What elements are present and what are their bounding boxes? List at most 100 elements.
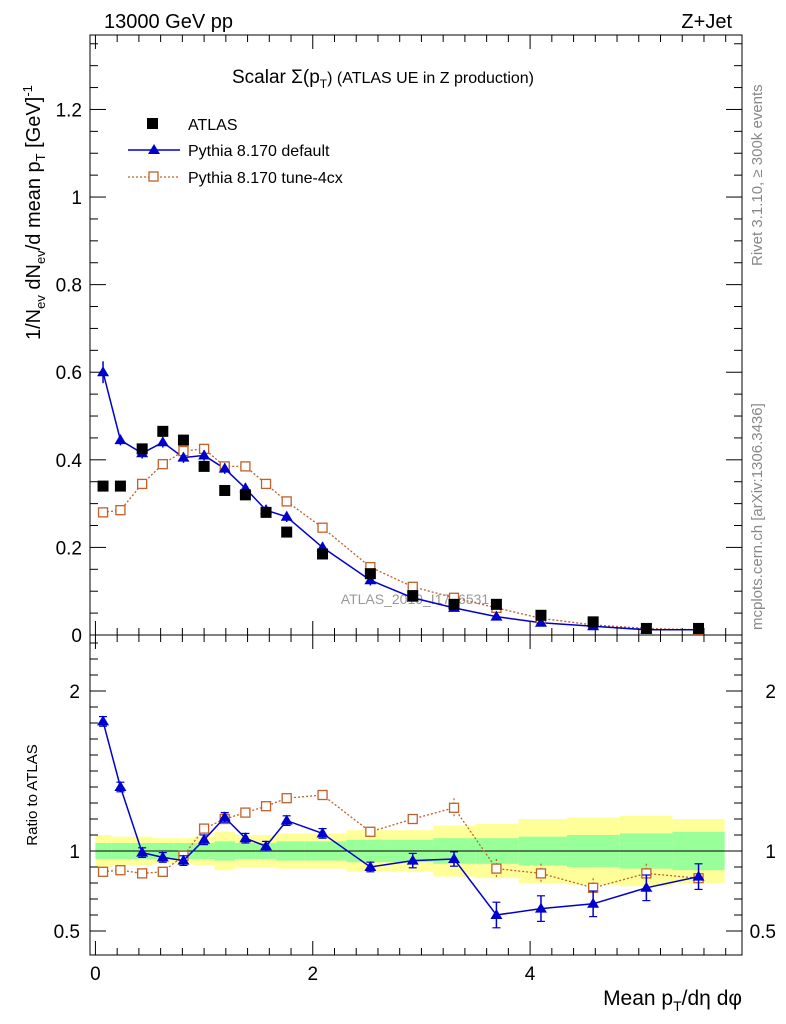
default-point	[156, 436, 169, 447]
ratio-tune4cx-point	[491, 863, 502, 874]
y-tick-label: 0	[71, 626, 82, 647]
legend-tune4cx-label: Pythia 8.170 tune-4cx	[188, 170, 343, 187]
atlas-point	[198, 460, 210, 472]
atlas-point	[490, 598, 502, 610]
axis-ticks: 0 2 4 0 0.2 0.4 0.6 0.8 1 1.2 0.5 0.5 1 1 2 2	[54, 35, 776, 985]
y-tick-label: 0.2	[56, 538, 82, 559]
ratio-plot-frame	[89, 634, 743, 956]
tune4cx-point	[281, 496, 292, 507]
ratio-tune4cx-point	[535, 868, 547, 879]
atlas-point	[219, 484, 231, 496]
default-point	[364, 574, 377, 585]
atlas-point	[587, 616, 599, 628]
atlas-point	[260, 506, 272, 518]
atlas-point	[693, 622, 705, 634]
y-tick-label: 0.4	[56, 451, 83, 472]
ratio-tune4cx-point	[281, 793, 292, 804]
ratio-default-point	[114, 781, 127, 791]
rivet-version-label: Rivet 3.1.10, ≥ 300k events	[749, 84, 766, 266]
atlas-point	[239, 489, 251, 501]
legend: ATLAS Pythia 8.170 default Pythia 8.170 …	[128, 117, 343, 187]
atlas-point	[640, 622, 652, 634]
ratio-default-point	[156, 851, 169, 862]
y-tick-label: 0.8	[56, 276, 82, 297]
tune4cx-point	[97, 507, 109, 518]
ratio-y-axis-label: Ratio to ATLAS	[24, 744, 41, 845]
default-point	[490, 610, 503, 621]
ylabel-part-e: /d mean p	[23, 161, 45, 250]
atlas-point	[157, 425, 169, 437]
x-tick-label: 2	[307, 964, 318, 985]
main-series-layer	[97, 361, 705, 635]
ratio-default-point	[364, 861, 377, 871]
x-axis-label: Mean pT/dη dφ	[603, 987, 742, 1014]
ylabel-part-b: ev	[33, 295, 48, 309]
ylabel-part-f: T	[33, 153, 48, 161]
tune4cx-point	[317, 522, 328, 533]
y-tick-label: 1	[71, 188, 82, 209]
title-main: Scalar Σ(p	[232, 67, 320, 88]
legend-tune4cx-marker	[148, 171, 159, 182]
ratio-tune4cx-point	[260, 801, 272, 812]
y-tick-label: 0.6	[56, 363, 82, 384]
ratio-default-point	[97, 715, 110, 726]
tune4cx-point	[137, 478, 148, 490]
ratio-default-point	[218, 811, 231, 822]
ratio-y-tick-label: 2	[69, 682, 80, 703]
ratio-default-point	[260, 840, 273, 851]
ylabel-part-c: dN	[23, 264, 45, 295]
ratio-tune4cx-point	[137, 868, 148, 879]
ratio-default-point	[177, 854, 190, 865]
tune4cx-point	[115, 505, 126, 516]
default-point	[198, 449, 211, 460]
default-point	[114, 434, 127, 445]
ratio-default-point	[640, 881, 653, 892]
ratio-tune4cx-point	[407, 813, 418, 825]
default-point	[280, 510, 293, 521]
xlabel-part-a: Mean p	[603, 987, 673, 1010]
ratio-default-point	[587, 897, 600, 908]
chart-title: Scalar Σ(pT) (ATLAS UE in Z production)	[232, 67, 534, 91]
atlas-point	[281, 526, 293, 538]
ratio-tune4cx-point	[97, 866, 109, 877]
default-point	[534, 616, 547, 627]
ratio-tune4cx-point	[198, 823, 210, 834]
default-point	[97, 366, 110, 377]
y-tick-label: 1.2	[56, 100, 82, 121]
atlas-point	[136, 443, 148, 455]
tune4cx-point	[240, 461, 251, 472]
process-label: Z+Jet	[681, 11, 732, 33]
ratio-default-point	[136, 846, 149, 857]
ratio-default-point	[692, 870, 705, 881]
tune4cx-point	[260, 478, 272, 490]
xlabel-part-b: T	[673, 998, 682, 1014]
atlas-point	[535, 609, 547, 621]
ratio-tune4cx-point	[448, 802, 460, 813]
tune4cx-point	[157, 459, 168, 470]
ratio-default-point	[448, 853, 461, 863]
ratio-tune4cx-point	[365, 826, 376, 837]
ratio-y-tick-label: 1	[69, 842, 80, 863]
atlas-point	[114, 480, 126, 492]
ratio-default-point	[316, 827, 329, 838]
atlas-point	[177, 434, 189, 446]
ratio-default-point	[239, 832, 252, 843]
title-subscript: T	[320, 77, 328, 91]
atlas-point	[97, 480, 109, 492]
default-point	[177, 451, 190, 462]
xlabel-part-c: /dη dφ	[682, 987, 742, 1010]
legend-default-label: Pythia 8.170 default	[188, 143, 330, 160]
x-tick-label: 4	[525, 964, 536, 985]
energy-label: 13000 GeV pp	[104, 11, 233, 33]
ratio-y-tick-label-right: 2	[765, 682, 776, 703]
ratio-tune4cx-point	[240, 807, 251, 818]
atlas-point	[364, 568, 376, 580]
tune4cx-point	[407, 581, 418, 592]
ratio-y-tick-label-right: 1	[765, 842, 776, 863]
ratio-tune4cx-point	[115, 865, 126, 876]
ratio-series-layer	[97, 715, 705, 929]
legend-default-marker	[148, 144, 160, 154]
mcplots-label: mcplots.cern.ch [arXiv:1306.3436]	[749, 403, 766, 630]
ratio-default-point	[534, 902, 547, 913]
